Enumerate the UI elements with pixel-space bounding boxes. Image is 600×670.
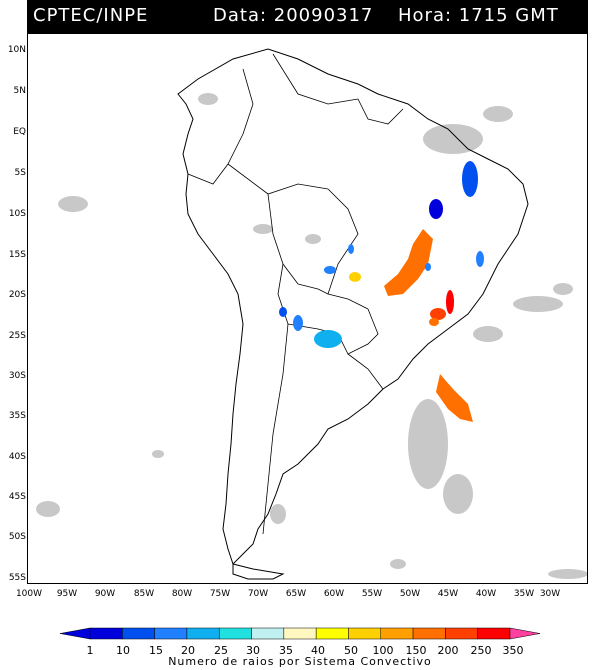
legend-value: 35 xyxy=(279,644,293,657)
legend-swatch xyxy=(348,627,382,640)
lon-label-90w: 90W xyxy=(94,589,116,599)
legend-value: 50 xyxy=(344,644,358,657)
lat-label-20s: 20S xyxy=(8,290,26,300)
legend-arrow-right xyxy=(509,627,541,640)
lon-label-50w: 50W xyxy=(399,589,421,599)
legend-value: 30 xyxy=(246,644,260,657)
cloud-cover-layer xyxy=(36,93,588,579)
legend-arrow-left xyxy=(59,627,91,640)
legend-swatch xyxy=(445,627,478,640)
legend-value: 100 xyxy=(372,644,394,657)
legend-value: 10 xyxy=(116,644,130,657)
legend-value: 250 xyxy=(470,644,492,657)
legend-value: 40 xyxy=(311,644,325,657)
legend-swatch xyxy=(186,627,220,640)
lon-label-35w: 35W xyxy=(513,589,535,599)
lat-label-40s: 40S xyxy=(8,452,26,462)
legend-swatch xyxy=(154,627,188,640)
time-text: Hora: 1715 GMT xyxy=(398,5,559,26)
legend-value: 20 xyxy=(181,644,195,657)
map-canvas xyxy=(36,48,588,580)
legend-value: 1 xyxy=(86,644,94,657)
lon-label-40w: 40W xyxy=(475,589,497,599)
legend-swatch xyxy=(283,627,317,640)
lon-label-30w: 30W xyxy=(539,589,561,599)
legend-swatch xyxy=(218,627,252,640)
lat-label-5s: 5S xyxy=(14,168,26,178)
lat-label-30s: 30S xyxy=(8,371,26,381)
lon-label-80w: 80W xyxy=(171,589,193,599)
lon-label-60w: 60W xyxy=(323,589,345,599)
legend-swatch xyxy=(89,627,123,640)
lat-label-eq: EQ xyxy=(13,127,26,137)
lon-label-95w: 95W xyxy=(56,589,78,599)
lat-label-10n: 10N xyxy=(7,45,26,55)
lon-label-65w: 65W xyxy=(285,589,307,599)
legend-swatch xyxy=(315,627,349,640)
legend-colorbar xyxy=(59,627,541,640)
legend-caption: Numero de raios por Sistema Convectivo xyxy=(168,655,432,668)
legend-swatch xyxy=(477,627,511,640)
political-borders-layer xyxy=(187,53,404,535)
header-bar: CPTEC/INPE Data: 20090317 Hora: 1715 GMT xyxy=(27,0,588,33)
legend-value: 350 xyxy=(502,644,524,657)
convective-systems-layer xyxy=(279,161,484,422)
lat-label-15s: 15S xyxy=(8,250,26,260)
lat-label-50s: 50S xyxy=(8,532,26,542)
legend-value: 15 xyxy=(149,644,163,657)
coastline-layer xyxy=(177,48,529,580)
lat-label-35s: 35S xyxy=(8,411,26,421)
legend-value: 150 xyxy=(405,644,427,657)
lon-label-75w: 75W xyxy=(209,589,231,599)
legend-swatch xyxy=(412,627,446,640)
legend-swatch xyxy=(122,627,155,640)
source-title: CPTEC/INPE xyxy=(33,5,149,26)
lon-label-100w: 100W xyxy=(15,589,43,599)
legend-value: 25 xyxy=(214,644,228,657)
lon-label-55w: 55W xyxy=(361,589,383,599)
lat-label-5n: 5N xyxy=(13,86,26,96)
lat-label-10s: 10S xyxy=(8,209,26,219)
map-frame xyxy=(27,33,588,584)
lat-label-45s: 45S xyxy=(8,492,26,502)
lat-label-25s: 25S xyxy=(8,331,26,341)
lon-label-85w: 85W xyxy=(133,589,155,599)
legend-value: 200 xyxy=(437,644,459,657)
lon-label-45w: 45W xyxy=(437,589,459,599)
legend-swatch xyxy=(251,627,285,640)
lat-label-55s: 55S xyxy=(8,573,26,583)
legend-swatch xyxy=(380,627,414,640)
lon-label-70w: 70W xyxy=(247,589,269,599)
date-text: Data: 20090317 xyxy=(213,5,374,26)
